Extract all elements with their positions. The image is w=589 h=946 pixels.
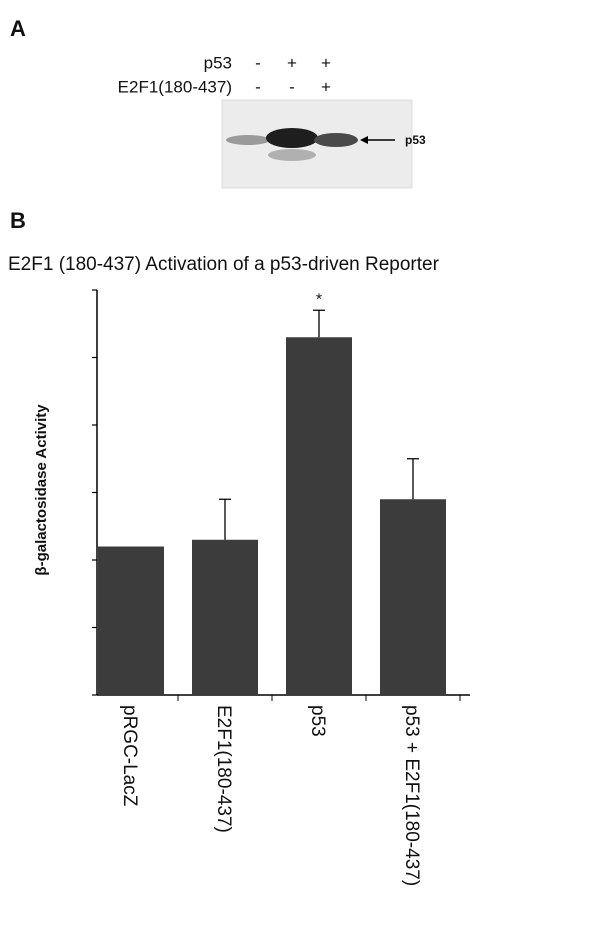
panel-label: A: [10, 16, 26, 41]
blot-label: p53: [405, 133, 426, 147]
sign: +: [321, 77, 331, 96]
blot: [222, 100, 412, 188]
x-tick-label: p53: [307, 705, 328, 737]
bar: [98, 547, 164, 696]
bar: [286, 337, 352, 695]
chart-title: E2F1 (180-437) Activation of a p53-drive…: [8, 254, 440, 275]
y-axis-label: β-galactosidase Activity: [33, 404, 50, 576]
sign: -: [255, 77, 261, 96]
row-label: p53: [204, 53, 232, 72]
x-tick-label: pRGC-LacZ: [119, 705, 140, 807]
sign: -: [289, 77, 295, 96]
error-bar: [407, 459, 419, 500]
row-label: E2F1(180-437): [118, 77, 232, 96]
sign: +: [321, 53, 331, 72]
sign: -: [255, 53, 261, 72]
figure: A p53 E2F1(180-437) p53 B E2F1 (180-437)…: [0, 0, 589, 946]
x-tick-label: E2F1(180-437): [213, 705, 234, 833]
annotation: *: [316, 291, 322, 308]
bar: [380, 499, 446, 695]
bar: [192, 540, 258, 695]
panel-label: B: [10, 208, 26, 233]
error-bar: [313, 310, 325, 337]
sign: +: [287, 53, 297, 72]
error-bar: [219, 499, 231, 540]
x-tick-label: p53 + E2F1(180-437): [401, 705, 422, 886]
